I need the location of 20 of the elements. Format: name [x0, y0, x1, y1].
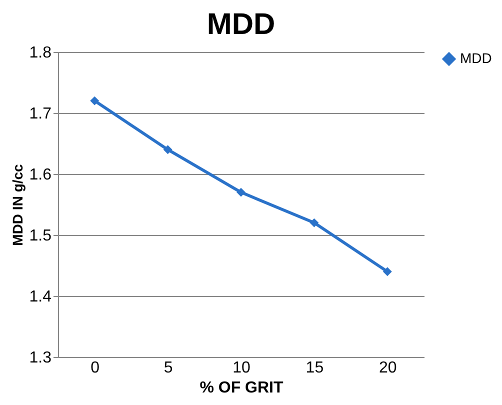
point	[382, 267, 392, 276]
y-tick-label: 1.6	[29, 166, 52, 184]
x-tick-label: 10	[232, 360, 250, 376]
x-tick-label: 5	[164, 360, 173, 376]
x-tick-label: 0	[90, 360, 100, 376]
point	[90, 96, 100, 106]
legend-label: MDD	[460, 50, 492, 66]
y-tick-label: 1.7	[29, 106, 52, 122]
point	[310, 218, 319, 228]
chart-title: MDD	[206, 8, 276, 41]
y-axis-title: MDD IN g/cc	[9, 164, 26, 246]
point	[163, 145, 172, 154]
y-tick-label: 1.8	[29, 44, 52, 62]
point	[236, 188, 246, 197]
x-tick-label: 15	[306, 360, 324, 376]
y-tick-label: 1.4	[29, 288, 52, 306]
x-tick-label: 20	[379, 360, 397, 376]
y-tick-label: 1.5	[29, 228, 52, 244]
x-axis-title: % OF GRIT	[200, 380, 284, 396]
y-tick-label: 1.3	[29, 350, 52, 366]
